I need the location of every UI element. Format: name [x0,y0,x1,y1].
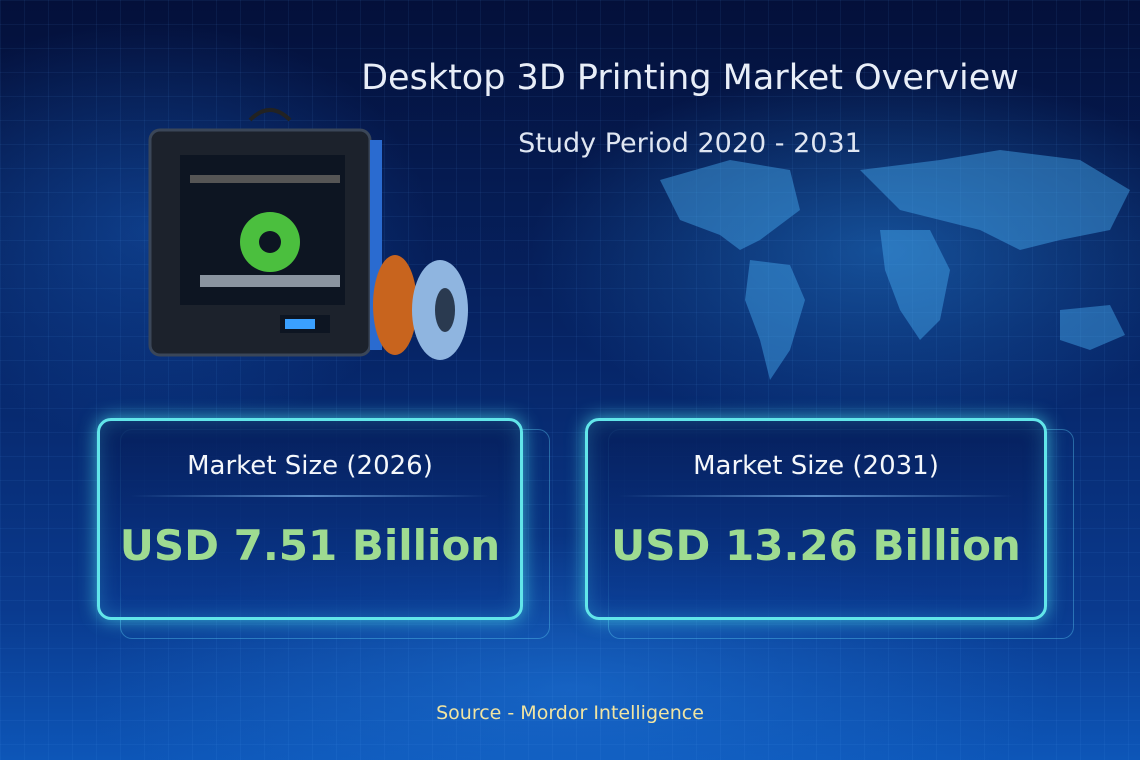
card-value: USD 13.26 Billion [611,521,1021,570]
3d-printer-illustration [148,108,468,360]
card-divider [130,495,490,497]
market-size-2031-card: Market Size (2031) USD 13.26 Billion [585,418,1074,639]
card-label: Market Size (2026) [187,451,433,481]
world-map-graphic [660,150,1130,380]
source-text: Source - Mordor Intelligence [436,702,704,724]
market-size-2026-card: Market Size (2026) USD 7.51 Billion [97,418,550,639]
card-value: USD 7.51 Billion [119,521,501,570]
study-period: Study Period 2020 - 2031 [518,128,862,159]
card-divider [618,495,1014,497]
page-title: Desktop 3D Printing Market Overview [361,58,1019,98]
card-label: Market Size (2031) [693,451,939,481]
